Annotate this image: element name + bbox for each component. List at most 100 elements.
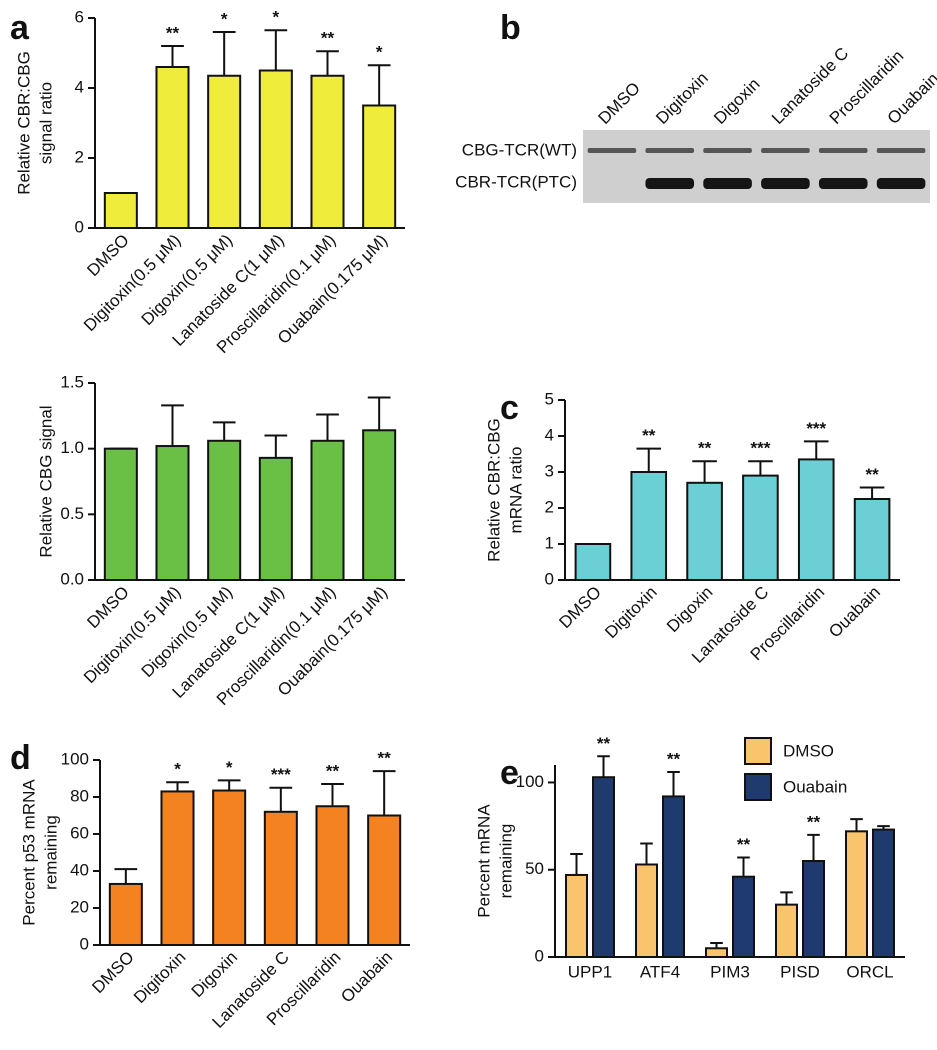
panel-label: b (500, 9, 521, 47)
bar (103, 192, 138, 229)
bar (258, 456, 293, 581)
band (703, 178, 752, 189)
panel-label: c (500, 389, 519, 427)
error-bar (780, 891, 793, 905)
legend-label: DMSO (783, 741, 834, 760)
y-axis-label: Relative CBR:CBG (14, 51, 33, 195)
y-tick-label: 0 (535, 946, 544, 965)
bar (108, 882, 143, 947)
band-label: CBG-TCR(WT) (462, 140, 577, 159)
bar (775, 903, 798, 958)
x-tick-label: PISD (780, 962, 820, 981)
significance: ** (597, 734, 611, 753)
error-bar (212, 421, 236, 441)
significance: *** (750, 439, 770, 458)
y-axis-label: mRNA ratio (506, 447, 525, 534)
bar (742, 474, 779, 582)
legend-label: Ouabain (783, 777, 847, 796)
significance: ** (166, 23, 180, 42)
x-tick-label: Digitoxin(0.5 μM) (80, 583, 185, 688)
bar (315, 805, 350, 946)
bar (155, 66, 190, 229)
bar (160, 790, 195, 947)
lane-label: Digitoxin (652, 68, 712, 128)
error-bar (166, 781, 189, 792)
x-tick-label: ATF4 (640, 962, 680, 981)
legend-swatch (744, 737, 772, 765)
bar (207, 439, 242, 581)
error-bar (316, 50, 339, 76)
bar (802, 860, 825, 958)
error-bar (264, 29, 288, 71)
significance: *** (271, 765, 291, 784)
band (645, 148, 695, 153)
error-bar (850, 818, 863, 832)
y-tick-label: 100 (516, 772, 544, 791)
y-tick-label: 1.5 (60, 372, 84, 391)
y-axis-label: Percent p53 mRNA (19, 779, 38, 926)
y-tick-label: 4 (75, 77, 84, 96)
bar (635, 863, 658, 958)
bar (845, 830, 868, 958)
error-bar (692, 460, 717, 483)
error-bar (710, 942, 723, 949)
band-label: CBR-TCR(PTC) (455, 172, 577, 191)
band (761, 178, 810, 189)
y-tick-label: 0 (75, 217, 84, 236)
significance: ** (865, 465, 879, 484)
y-tick-label: 50 (525, 859, 544, 878)
error-bar (748, 460, 773, 476)
significance: ** (321, 29, 335, 48)
error-bar (316, 413, 339, 441)
bar (212, 789, 247, 947)
bar (686, 481, 723, 581)
x-tick-label: Digitoxin (601, 583, 661, 643)
error-bar (212, 31, 236, 76)
y-tick-label: 2 (545, 497, 554, 516)
y-tick-label: 3 (545, 461, 554, 480)
error-bar (737, 856, 750, 877)
bar (207, 74, 242, 229)
legend-swatch (744, 773, 772, 801)
bar (732, 875, 755, 959)
significance: *** (806, 419, 826, 438)
band (876, 148, 926, 153)
significance: ** (378, 749, 392, 768)
x-tick-label: Digoxin(0.5 μM) (138, 583, 237, 682)
bar (310, 74, 345, 229)
band (818, 178, 868, 189)
error-bar (570, 853, 583, 875)
significance: * (174, 760, 181, 779)
bar (797, 458, 835, 581)
band (876, 178, 926, 189)
lane-label: Digoxin (710, 74, 764, 128)
x-tick-label: Digitoxin (130, 948, 190, 1008)
band (587, 148, 637, 153)
band (703, 148, 752, 153)
x-tick-label: DMSO (83, 231, 132, 280)
bar (362, 429, 397, 581)
error-bar (217, 779, 241, 791)
y-tick-label: 0 (545, 569, 554, 588)
significance: * (226, 758, 233, 777)
bar (103, 447, 138, 581)
bar (258, 69, 293, 229)
significance: ** (737, 835, 751, 854)
y-tick-label: 100 (61, 749, 89, 768)
error-bar (667, 770, 680, 797)
error-bar (636, 447, 662, 472)
error-bar (321, 783, 344, 807)
error-bar (807, 833, 820, 861)
blot-image (583, 130, 930, 203)
bar (155, 445, 190, 582)
y-tick-label: 2 (75, 147, 84, 166)
x-tick-label: PIM3 (710, 962, 750, 981)
lane-label: Ouabain (884, 69, 937, 128)
y-axis-label: remaining (496, 824, 515, 899)
error-bar (114, 868, 138, 884)
y-tick-label: 4 (545, 425, 554, 444)
lane-label: DMSO (594, 79, 643, 128)
bar (367, 814, 402, 946)
x-tick-label: DMSO (555, 583, 604, 632)
